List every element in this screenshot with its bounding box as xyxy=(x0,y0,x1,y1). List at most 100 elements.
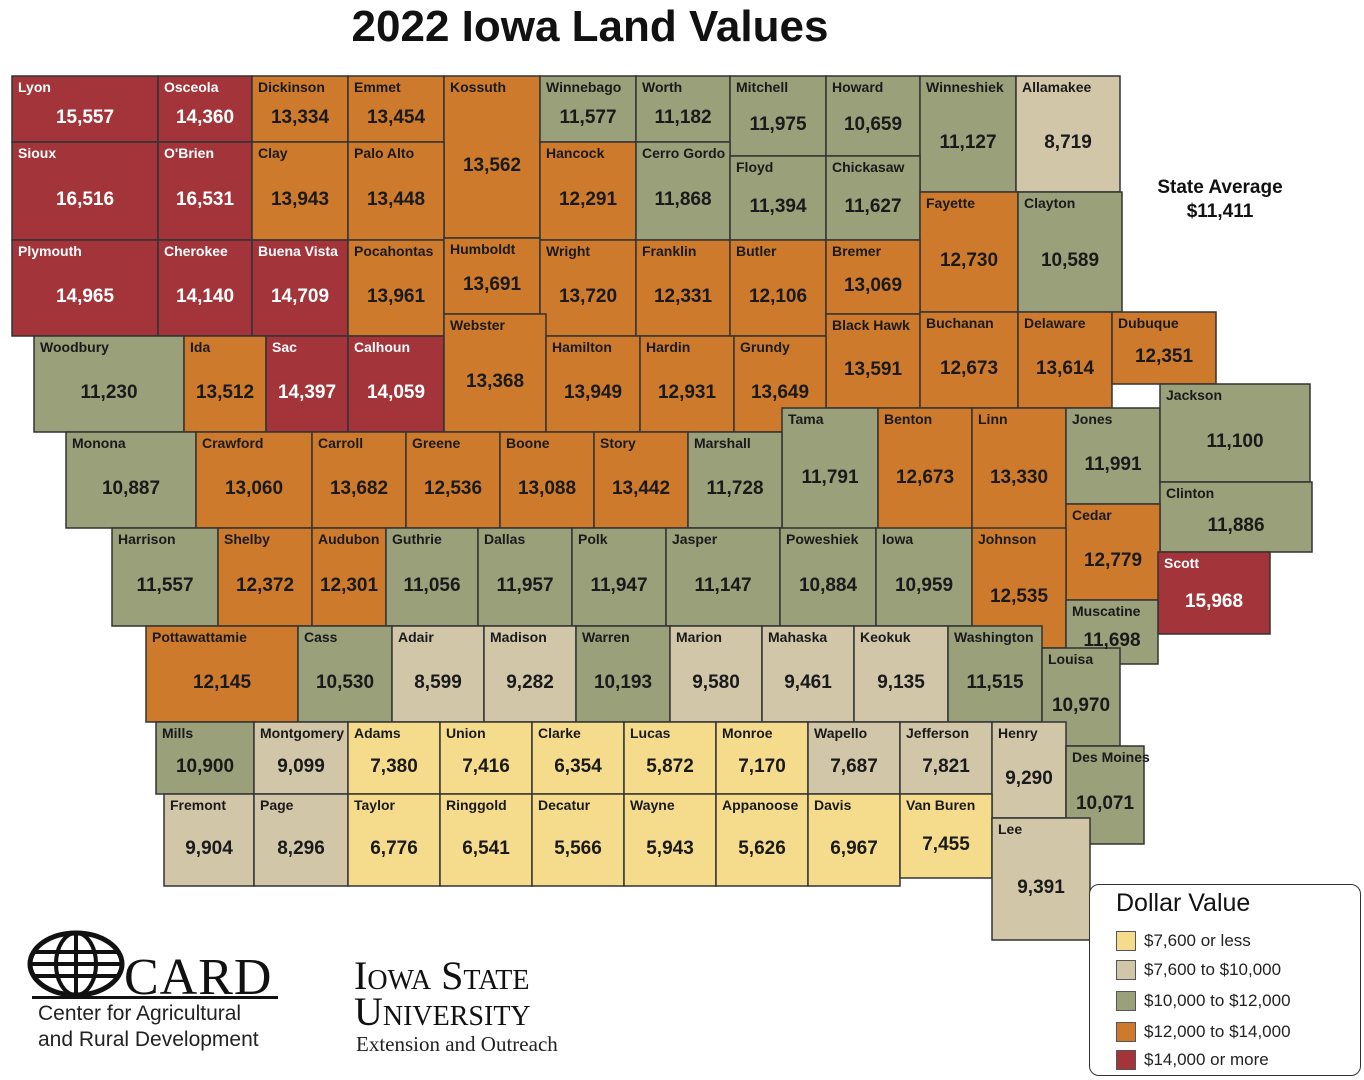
legend-label: $12,000 to $14,000 xyxy=(1144,1022,1291,1041)
county-name: Tama xyxy=(788,411,824,427)
county-value: 13,448 xyxy=(367,189,425,210)
county-name: Boone xyxy=(506,435,550,451)
county-tama xyxy=(781,407,879,531)
county-name: Lee xyxy=(998,821,1022,837)
county-name: Greene xyxy=(412,435,460,451)
county-value: 11,577 xyxy=(559,107,616,128)
county-name: Sioux xyxy=(18,145,56,161)
county-value: 12,291 xyxy=(559,189,618,210)
county-hancock xyxy=(539,141,637,241)
county-value: 13,069 xyxy=(844,275,902,296)
county-name: Louisa xyxy=(1048,651,1093,667)
county-value: 6,541 xyxy=(462,838,510,859)
county-value: 10,589 xyxy=(1041,250,1099,271)
county-name: Pottawattamie xyxy=(152,629,247,645)
county-value: 10,530 xyxy=(316,672,374,693)
county-name: Cedar xyxy=(1072,507,1112,523)
county-name: Montgomery xyxy=(260,725,344,741)
isu-wordmark-1: Iowa State xyxy=(354,953,530,998)
county-name: Lucas xyxy=(630,725,671,741)
county-name: Humboldt xyxy=(450,241,516,257)
county-name: Fayette xyxy=(926,195,975,211)
county-value: 7,455 xyxy=(922,834,970,855)
legend-label: $7,600 or less xyxy=(1144,931,1251,950)
county-value: 8,296 xyxy=(277,838,325,859)
county-clay xyxy=(251,141,349,241)
county-plymouth xyxy=(11,239,159,337)
county-labels: Lyon 15,557 Osceola 14,360 Dickinson 13,334 Em… xyxy=(18,79,1265,898)
county-name: Floyd xyxy=(736,159,773,175)
county-value: 12,673 xyxy=(896,467,954,488)
county-black-hawk xyxy=(825,313,921,409)
county-name: Appanoose xyxy=(722,797,798,813)
card-globe-logo xyxy=(27,930,125,998)
county-palo-alto xyxy=(347,141,445,241)
county-name: Crawford xyxy=(202,435,263,451)
county-ringgold xyxy=(439,793,533,887)
county-value: 7,170 xyxy=(738,756,786,777)
county-value: 14,709 xyxy=(271,286,329,307)
county-value: 13,691 xyxy=(463,274,522,295)
county-o-brien xyxy=(157,141,253,241)
county-monona xyxy=(65,431,197,529)
county-guthrie xyxy=(385,527,479,627)
county-name: Marshall xyxy=(694,435,751,451)
county-value: 12,331 xyxy=(654,286,713,307)
county-shelby xyxy=(217,527,313,627)
county-value: 9,135 xyxy=(877,672,925,693)
county-name: Clay xyxy=(258,145,288,161)
county-value: 6,776 xyxy=(370,838,418,859)
county-name: Bremer xyxy=(832,243,882,259)
county-name: Buena Vista xyxy=(258,243,338,259)
county-hardin xyxy=(639,335,735,433)
county-value: 7,821 xyxy=(922,756,970,777)
county-cedar xyxy=(1065,503,1161,601)
county-name: Adair xyxy=(398,629,434,645)
county-name: Allamakee xyxy=(1022,79,1091,95)
county-crawford xyxy=(195,431,313,529)
county-dickinson xyxy=(251,75,349,143)
county-value: 13,591 xyxy=(844,359,903,380)
county-value: 11,127 xyxy=(939,132,996,153)
county-value: 11,886 xyxy=(1207,515,1264,536)
county-union xyxy=(439,721,533,795)
county-value: 9,099 xyxy=(277,756,325,777)
county-value: 14,140 xyxy=(176,286,234,307)
county-value: 7,380 xyxy=(370,756,418,777)
county-value: 11,698 xyxy=(1083,630,1140,651)
state-average-value: $11,411 xyxy=(1186,201,1254,222)
county-osceola xyxy=(157,75,253,143)
county-name: Mitchell xyxy=(736,79,788,95)
county-name: Warren xyxy=(582,629,630,645)
county-value: 11,728 xyxy=(706,478,763,499)
legend-swatch xyxy=(1116,1022,1136,1042)
county-buena-vista xyxy=(251,239,349,337)
county-value: 11,182 xyxy=(654,107,711,128)
county-value: 9,391 xyxy=(1017,877,1065,898)
county-page xyxy=(253,793,349,887)
county-name: Taylor xyxy=(354,797,396,813)
county-name: Union xyxy=(446,725,486,741)
county-name: Emmet xyxy=(354,79,401,95)
county-name: Polk xyxy=(578,531,608,547)
county-name: Benton xyxy=(884,411,932,427)
county-polk xyxy=(571,527,667,627)
county-calhoun xyxy=(347,335,445,433)
county-decatur xyxy=(531,793,625,887)
county-humboldt xyxy=(443,237,541,315)
county-value: 15,557 xyxy=(56,107,114,128)
county-value: 10,659 xyxy=(844,114,902,135)
county-value: 10,193 xyxy=(594,672,652,693)
county-name: Franklin xyxy=(642,243,696,259)
state-average-label: State Average xyxy=(1157,177,1283,198)
county-name: Linn xyxy=(978,411,1008,427)
county-value: 13,088 xyxy=(518,478,576,499)
county-sioux xyxy=(11,141,159,241)
county-value: 5,872 xyxy=(646,756,694,777)
county-value: 13,720 xyxy=(559,286,617,307)
county-name: Madison xyxy=(490,629,547,645)
county-name: Hardin xyxy=(646,339,690,355)
county-value: 16,516 xyxy=(56,189,114,210)
legend: Dollar Value $7,600 or less $7,600 to $1… xyxy=(1089,884,1361,1076)
county-marshall xyxy=(687,431,783,529)
